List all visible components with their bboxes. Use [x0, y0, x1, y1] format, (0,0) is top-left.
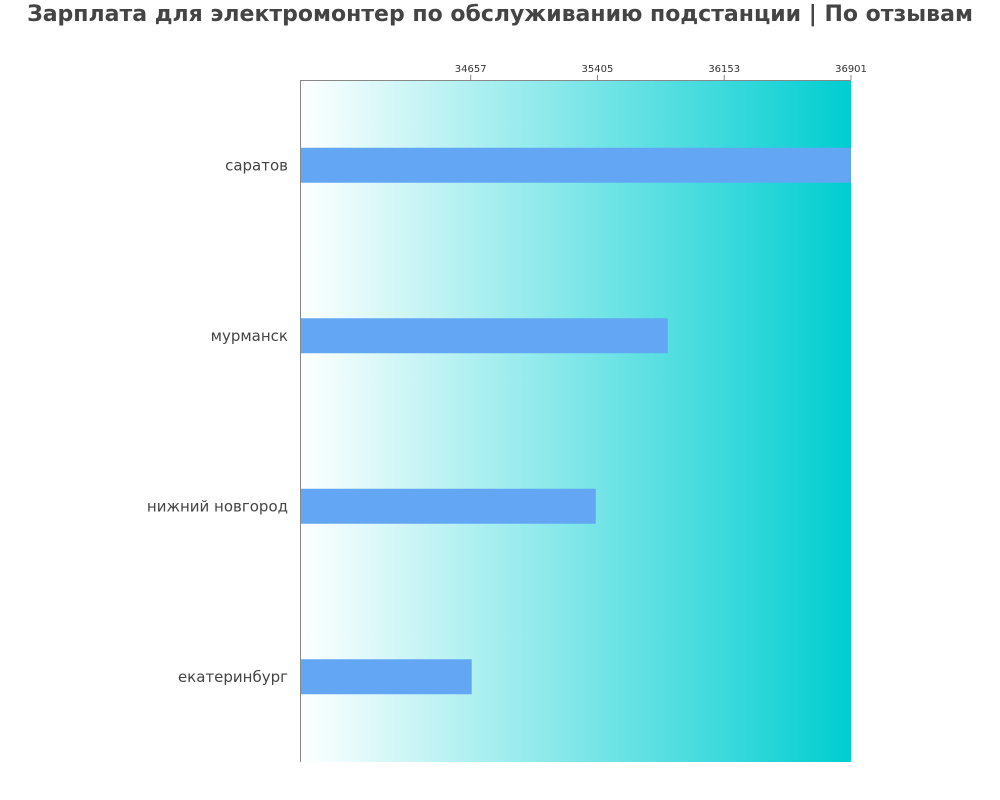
plot-background: [300, 80, 851, 762]
category-label: саратов: [225, 156, 288, 174]
bar: [300, 318, 668, 354]
bar: [300, 147, 851, 183]
category-label: екатеринбург: [178, 668, 288, 686]
bar: [300, 659, 472, 695]
x-tick-label: 36901: [835, 64, 867, 75]
bar: [300, 488, 596, 524]
x-tick-label: 36153: [708, 64, 740, 75]
x-tick-label: 35405: [582, 64, 614, 75]
category-label: мурманск: [211, 327, 288, 345]
x-tick-label: 34657: [455, 64, 487, 75]
category-label: нижний новгород: [147, 497, 288, 515]
chart-title: Зарплата для электромонтер по обслуживан…: [27, 2, 973, 27]
